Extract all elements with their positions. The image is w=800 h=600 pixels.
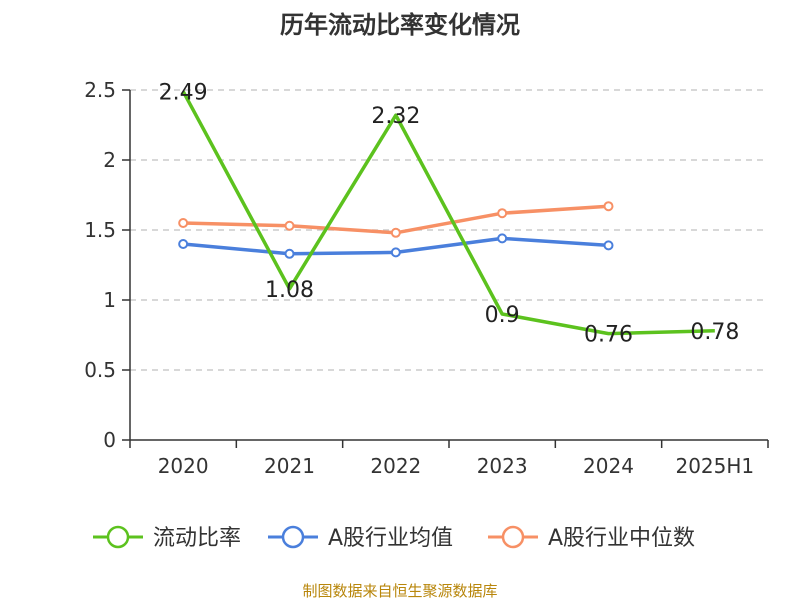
x-tick-label: 2023 [477, 454, 528, 478]
series-lines [178, 90, 715, 336]
data-point [497, 233, 508, 244]
source-note: 制图数据来自恒生聚源数据库 [302, 582, 497, 600]
data-label: 0.9 [485, 303, 520, 328]
data-label: 0.78 [690, 320, 739, 345]
data-label: 1.08 [265, 278, 314, 303]
x-tick-label: 2024 [583, 454, 634, 478]
y-tick-label: 0.5 [84, 358, 116, 382]
legend-label-1: A股行业均值 [328, 526, 453, 551]
data-point [603, 201, 614, 212]
legend-marker-2 [501, 525, 525, 549]
chart-title: 历年流动比率变化情况 [280, 11, 520, 39]
y-tick-label: 2 [103, 148, 116, 172]
legend-label-2: A股行业中位数 [548, 526, 695, 551]
data-point [497, 208, 508, 219]
y-tick-label: 2.5 [84, 78, 116, 102]
data-point [178, 218, 189, 228]
data-point [178, 239, 189, 249]
data-point [390, 247, 401, 258]
data-point [284, 220, 295, 231]
x-tick-label: 2020 [158, 454, 209, 478]
legend-marker-1 [281, 525, 305, 549]
data-point [284, 248, 295, 259]
x-tick-label: 2021 [264, 454, 315, 478]
legend: 流动比率 A股行业均值 A股行业中位数 [93, 525, 695, 551]
axes: 0 0.5 1 1.5 2 2.5 2020 2021 2022 2023 2024 2025H1 [84, 78, 769, 478]
data-point [603, 240, 614, 251]
y-tick-label: 0 [103, 428, 116, 452]
data-labels: 2.49 1.08 2.32 0.9 0.76 0.78 [159, 80, 740, 347]
legend-marker-0 [106, 525, 130, 549]
x-tick-label: 2022 [370, 454, 421, 478]
data-label: 0.76 [584, 323, 633, 348]
data-label: 2.32 [371, 104, 420, 129]
y-tick-label: 1 [103, 288, 116, 312]
gridlines [130, 89, 768, 371]
y-tick-label: 1.5 [84, 218, 116, 242]
series-line-0 [181, 90, 715, 336]
data-label: 2.49 [159, 80, 208, 105]
data-point [390, 227, 401, 238]
x-tick-label: 2025H1 [675, 454, 754, 478]
legend-label-0: 流动比率 [153, 526, 241, 551]
